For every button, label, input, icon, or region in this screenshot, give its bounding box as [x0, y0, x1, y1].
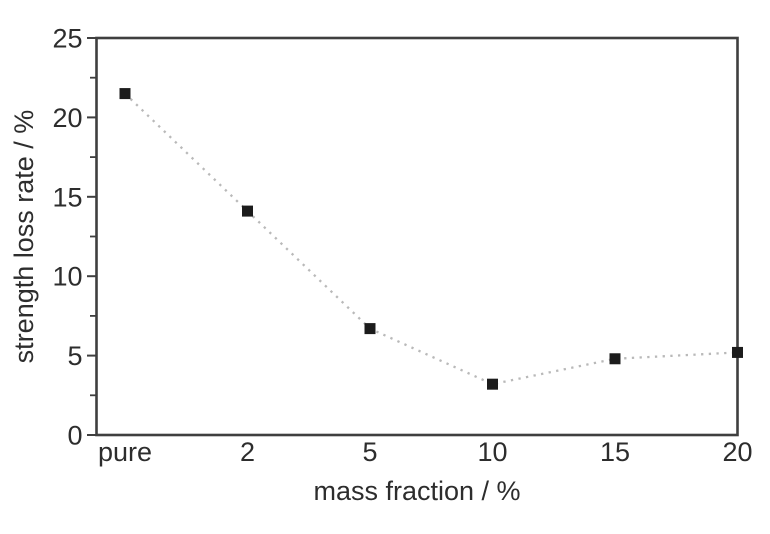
y-tick-label: 20: [52, 103, 82, 133]
y-tick-label: 5: [67, 341, 82, 371]
data-point-marker: [242, 205, 253, 217]
axis-frame: [95, 36, 739, 437]
data-point-marker: [119, 88, 131, 100]
data-point-marker: [609, 353, 621, 365]
y-tick-label: 0: [67, 421, 82, 451]
y-tick-label: 25: [52, 24, 82, 54]
x-axis-title: mass fraction / %: [313, 476, 520, 506]
x-tick-label: pure: [98, 437, 152, 467]
x-tick-label: 2: [240, 437, 255, 467]
data-point-marker: [364, 323, 376, 335]
data-point-marker: [487, 378, 498, 390]
y-axis-title: strength loss rate / %: [9, 110, 39, 364]
x-tick-label: 20: [722, 437, 752, 467]
data-point-marker: [732, 346, 743, 358]
x-tick-label: 5: [362, 437, 377, 467]
x-tick-label: 15: [600, 437, 630, 467]
y-tick-label: 10: [52, 262, 82, 292]
y-tick-label: 15: [52, 182, 82, 212]
x-tick-label: 10: [477, 437, 507, 467]
